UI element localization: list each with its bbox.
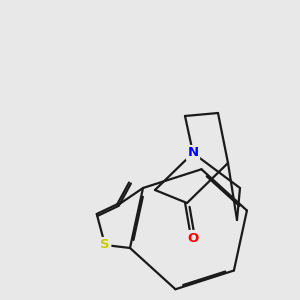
Text: S: S bbox=[100, 238, 110, 251]
Text: N: N bbox=[188, 146, 199, 160]
Text: O: O bbox=[188, 232, 199, 244]
